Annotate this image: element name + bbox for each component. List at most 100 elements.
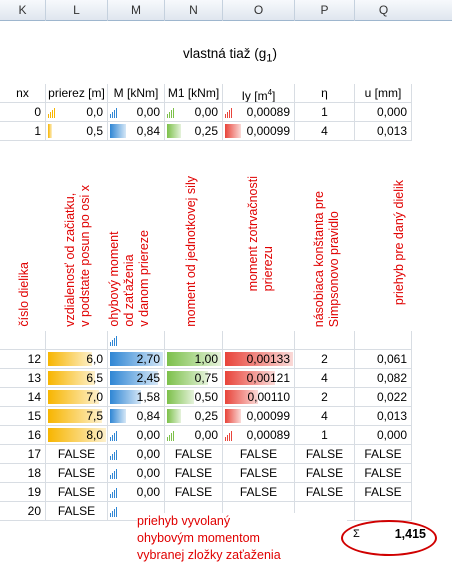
cell-moment[interactable]: 2,45 [108,369,165,388]
column-header-l[interactable]: L [46,0,108,21]
cell-inertia[interactable]: 0,00089 [223,103,295,122]
cell-deflection[interactable]: 0,082 [355,369,412,388]
cell-unit-moment[interactable]: FALSE [165,483,223,502]
cell-value: 6,5 [86,371,103,385]
header-moment[interactable]: M [kNm] [108,84,165,103]
cell-nx[interactable]: 16 [0,426,46,445]
cell-unit-moment[interactable]: 0,75 [165,369,223,388]
cell-moment[interactable]: 1,58 [108,388,165,407]
cell-deflection[interactable]: 0,000 [355,426,412,445]
cell-deflection[interactable]: 0,013 [355,122,412,141]
header-nx[interactable]: nx [0,84,46,103]
cell-nx[interactable]: 1 [0,122,46,141]
cell-prierez[interactable]: 7,5 [46,407,108,426]
cell-inertia[interactable]: FALSE [223,464,295,483]
column-header-p[interactable]: P [295,0,355,21]
cell-prierez[interactable]: 8,0 [46,426,108,445]
cell-unit-moment[interactable]: 0,00 [165,426,223,445]
cell-unit-moment[interactable]: FALSE [165,445,223,464]
cell-inertia[interactable]: 0,00089 [223,426,295,445]
cell-inertia[interactable]: 0,00110 [223,388,295,407]
cell-moment[interactable]: 2,70 [108,350,165,369]
cell-deflection[interactable]: 0,061 [355,350,412,369]
cell-eta[interactable]: 4 [295,369,355,388]
cell-deflection[interactable] [355,502,412,521]
header-eta[interactable]: η [295,84,355,103]
cell-deflection[interactable]: FALSE [355,464,412,483]
cell-moment[interactable]: 0,00 [108,483,165,502]
header-deflection[interactable]: u [mm] [355,84,412,103]
cell-value: FALSE [174,466,213,480]
header-moment-unit[interactable]: M1 [kNm] [165,84,223,103]
cell-prierez[interactable]: FALSE [46,445,108,464]
cell-eta[interactable]: 2 [295,388,355,407]
column-header-m[interactable]: M [108,0,165,21]
cell-deflection[interactable]: 0,022 [355,388,412,407]
cell-inertia[interactable]: 0,00121 [223,369,295,388]
header-inertia[interactable]: Iy [m4] [223,84,295,103]
cell-moment[interactable]: 0,00 [108,445,165,464]
cell-nx[interactable]: 0 [0,103,46,122]
total-deflection-value[interactable]: 1,415 [394,527,426,541]
cell-inertia[interactable] [223,331,295,350]
cell-nx[interactable]: 15 [0,407,46,426]
column-header-q[interactable]: Q [378,3,389,17]
cell-inertia[interactable]: 0,00099 [223,407,295,426]
cell-inertia[interactable]: FALSE [223,445,295,464]
cell-nx[interactable]: 12 [0,350,46,369]
cell-nx[interactable]: 17 [0,445,46,464]
header-prierez[interactable]: prierez [m] [46,84,108,103]
cell-eta[interactable]: 1 [295,426,355,445]
cell-unit-moment[interactable]: 0,25 [165,122,223,141]
cell-inertia[interactable]: 0,00099 [223,122,295,141]
cell-eta[interactable]: FALSE [295,445,355,464]
cell-unit-moment[interactable]: 0,00 [165,103,223,122]
cell-nx[interactable]: 13 [0,369,46,388]
cell-unit-moment[interactable]: 0,25 [165,407,223,426]
cell-deflection[interactable]: FALSE [355,483,412,502]
data-bar [225,371,275,385]
cell-deflection[interactable]: 0,000 [355,103,412,122]
cell-prierez[interactable]: FALSE [46,464,108,483]
column-header-k[interactable]: K [0,0,46,21]
cell-prierez[interactable]: 7,0 [46,388,108,407]
cell-prierez[interactable]: 0,0 [46,103,108,122]
cell-value: 19 [27,485,41,499]
cell-unit-moment[interactable]: FALSE [165,464,223,483]
cell-deflection[interactable]: FALSE [355,445,412,464]
cell-nx[interactable]: 20 [0,502,46,521]
cell-eta[interactable]: 4 [295,407,355,426]
cell-eta[interactable] [295,331,355,350]
cell-unit-moment[interactable]: 1,00 [165,350,223,369]
cell-inertia[interactable]: FALSE [223,483,295,502]
column-header-o[interactable]: O [223,0,295,21]
cell-eta[interactable]: 4 [295,122,355,141]
cell-moment[interactable]: 0,00 [108,426,165,445]
column-header-n[interactable]: N [165,0,223,21]
cell-nx[interactable]: 14 [0,388,46,407]
cell-deflection[interactable]: 0,013 [355,407,412,426]
cell-eta[interactable]: FALSE [295,464,355,483]
cell-nx[interactable]: 19 [0,483,46,502]
cell-nx[interactable] [0,331,46,350]
cell-unit-moment[interactable]: 0,50 [165,388,223,407]
cell-inertia[interactable]: 0,00133 [223,350,295,369]
cell-eta[interactable]: FALSE [295,483,355,502]
cell-eta[interactable]: 2 [295,350,355,369]
cell-prierez[interactable]: FALSE [46,502,108,521]
cell-moment[interactable]: 0,00 [108,103,165,122]
cell-moment[interactable]: 0,00 [108,464,165,483]
cell-prierez[interactable] [46,331,108,350]
cell-moment[interactable]: 0,84 [108,122,165,141]
cell-moment[interactable] [108,331,165,350]
cell-unit-moment[interactable] [165,331,223,350]
cell-prierez[interactable]: 6,0 [46,350,108,369]
cell-deflection[interactable] [355,331,412,350]
cell-prierez[interactable]: FALSE [46,483,108,502]
cell-nx[interactable]: 18 [0,464,46,483]
cell-moment[interactable]: 0,84 [108,407,165,426]
cell-prierez[interactable]: 0,5 [46,122,108,141]
cell-eta[interactable]: 1 [295,103,355,122]
cell-prierez[interactable]: 6,5 [46,369,108,388]
cell-moment[interactable] [108,502,165,521]
